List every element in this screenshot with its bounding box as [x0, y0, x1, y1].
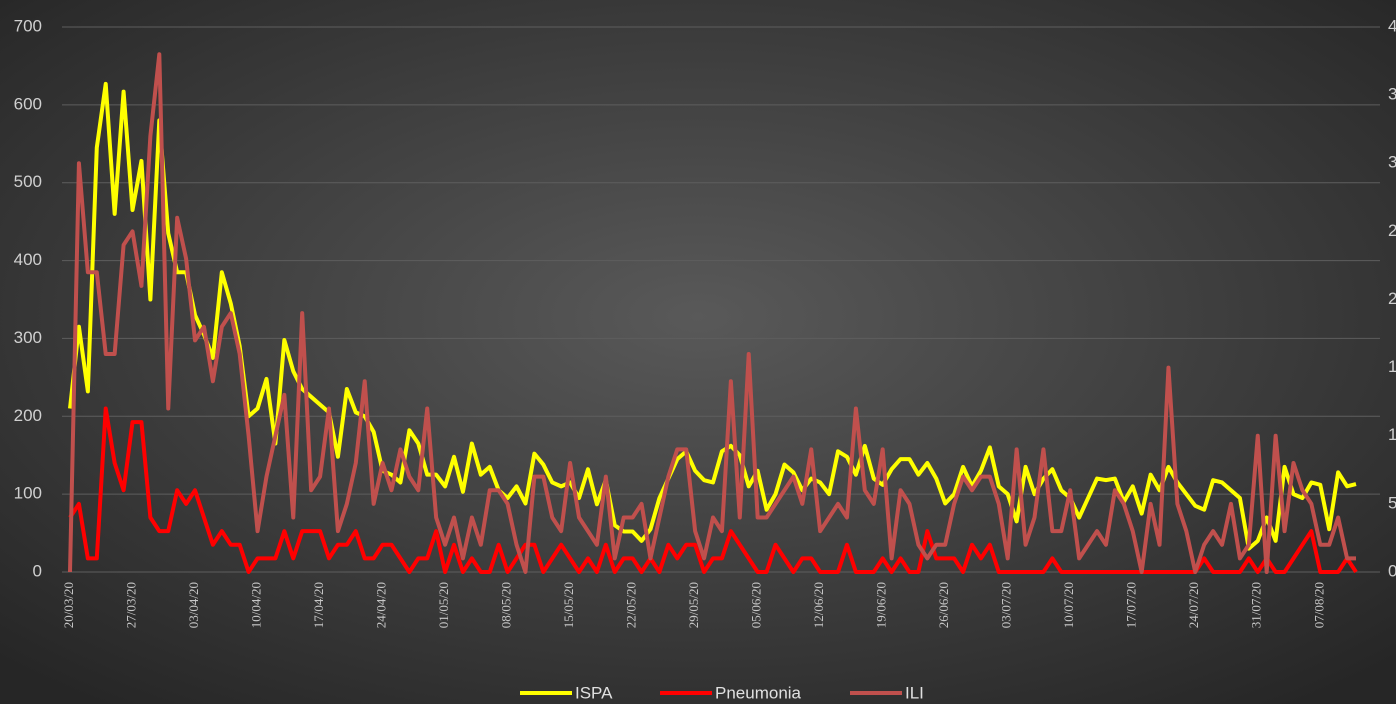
y2-tick-label: 25: [1388, 221, 1396, 240]
y-tick-label: 600: [14, 94, 42, 113]
line-series: [68, 52, 1356, 574]
y2-tick-label: 40: [1388, 16, 1396, 35]
x-tick-label: 17/04/20: [311, 582, 326, 628]
y2-tick-label: 30: [1388, 153, 1396, 172]
x-tick-label: 12/06/20: [811, 582, 826, 628]
x-tick-label: 07/08/20: [1311, 582, 1326, 628]
y2-tick-label: 20: [1388, 289, 1396, 308]
y-tick-label: 500: [14, 172, 42, 191]
x-tick-label: 03/07/20: [999, 582, 1014, 628]
legend-label: Pneumonia: [715, 683, 802, 702]
line-series: [68, 81, 1357, 551]
x-tick-label: 03/04/20: [186, 582, 201, 628]
y2-tick-label: 0: [1388, 561, 1396, 580]
x-tick-label: 15/05/20: [561, 582, 576, 628]
y-tick-label: 700: [14, 16, 42, 35]
x-tick-label: 27/03/20: [123, 582, 138, 628]
y2-tick-label: 5: [1388, 493, 1396, 512]
x-tick-label: 19/06/20: [874, 582, 889, 628]
y-tick-label: 300: [14, 328, 42, 347]
x-tick-label: 20/03/20: [61, 582, 76, 628]
y-tick-label: 0: [33, 561, 42, 580]
x-tick-label: 22/05/20: [624, 582, 639, 628]
y-tick-label: 200: [14, 406, 42, 425]
legend-label: ILI: [905, 683, 924, 702]
x-tick-label: 24/04/20: [374, 582, 389, 628]
x-tick-label: 08/05/20: [499, 582, 514, 628]
x-tick-label: 29/05/20: [686, 582, 701, 628]
y-tick-label: 100: [14, 484, 42, 503]
x-tick-label: 05/06/20: [749, 582, 764, 628]
x-tick-label: 10/07/20: [1061, 582, 1076, 628]
y-tick-label: 400: [14, 250, 42, 269]
y2-tick-label: 15: [1388, 357, 1396, 376]
x-tick-label: 31/07/20: [1249, 582, 1264, 628]
x-tick-label: 24/07/20: [1186, 582, 1201, 628]
y2-tick-label: 35: [1388, 85, 1396, 104]
x-tick-label: 01/05/20: [436, 582, 451, 628]
y2-tick-label: 10: [1388, 425, 1396, 444]
x-tick-label: 17/07/20: [1124, 582, 1139, 628]
legend-label: ISPA: [575, 683, 613, 702]
x-tick-label: 26/06/20: [936, 582, 951, 628]
x-tick-label: 10/04/20: [249, 582, 264, 628]
